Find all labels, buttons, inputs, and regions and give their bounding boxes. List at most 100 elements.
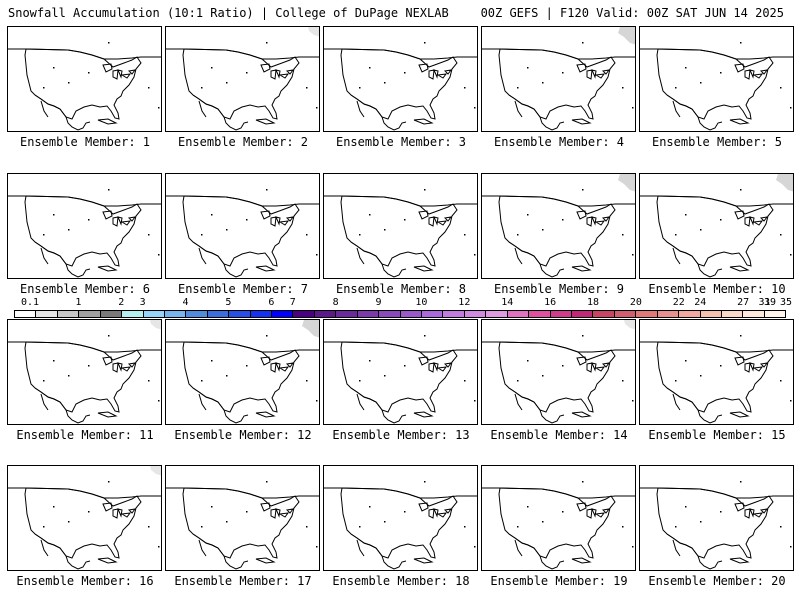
cuba-outline — [255, 411, 276, 418]
cuba-outline — [97, 411, 118, 418]
colorbar-tick-label: 16 — [544, 297, 557, 308]
lake-speck — [622, 234, 624, 236]
lake-speck — [306, 380, 308, 382]
colorbar-segment — [57, 311, 80, 317]
lake-speck — [226, 375, 228, 377]
lake-speck — [464, 87, 466, 89]
border-line — [324, 195, 477, 207]
lake-speck — [685, 214, 687, 216]
basemap-outline — [166, 320, 319, 424]
chart-title: Snowfall Accumulation (10:1 Ratio) | Col… — [8, 6, 449, 20]
lake-speck — [700, 229, 702, 231]
great-lakes — [260, 63, 295, 80]
lake-speck — [622, 380, 624, 382]
lake-speck — [700, 82, 702, 84]
ensemble-member-label: Ensemble Member: 15 — [648, 428, 786, 442]
lake-speck — [266, 481, 268, 483]
lake-speck — [720, 219, 722, 221]
country-outline — [340, 195, 458, 267]
border-line — [324, 341, 477, 353]
lake-speck — [527, 214, 529, 216]
colorbar-segment — [657, 311, 680, 317]
great-lakes — [102, 356, 137, 373]
lake-speck — [474, 546, 476, 548]
great-lakes — [260, 502, 295, 519]
lake-speck — [562, 219, 564, 221]
border-line — [166, 195, 319, 207]
mexico-coast — [350, 387, 407, 424]
lake-speck — [246, 511, 248, 513]
colorbar-tick-label: 3 — [139, 297, 146, 308]
lake-speck — [424, 42, 426, 44]
cuba-outline — [413, 118, 434, 125]
lake-speck — [740, 481, 742, 483]
country-outline — [656, 487, 774, 559]
lake-speck — [517, 234, 519, 236]
valid-time-label: 00Z GEFS | F120 Valid: 00Z SAT JUN 14 20… — [480, 6, 784, 20]
country-outline — [340, 487, 458, 559]
lake-speck — [424, 481, 426, 483]
ensemble-member-map — [7, 319, 162, 425]
country-outline — [24, 341, 142, 413]
border-line — [324, 48, 477, 60]
ensemble-member-map — [639, 26, 794, 132]
lake-speck — [740, 42, 742, 44]
colorbar-segment — [443, 311, 465, 317]
lake-speck — [780, 526, 782, 528]
border-line — [8, 48, 161, 60]
ensemble-member-map — [639, 465, 794, 571]
lake-speck — [43, 234, 45, 236]
basemap-outline — [482, 320, 635, 424]
lake-speck — [53, 214, 55, 216]
lake-speck — [158, 107, 160, 109]
colorbar-segment — [679, 311, 701, 317]
colorbar-tick-label: 8 — [332, 297, 339, 308]
great-lakes — [260, 210, 295, 227]
lake-speck — [582, 481, 584, 483]
lake-speck — [316, 400, 318, 402]
border-line — [166, 48, 319, 60]
colorbar-segment — [229, 311, 251, 317]
colorbar-segment — [186, 311, 208, 317]
border-line — [8, 487, 161, 499]
ensemble-member-map — [7, 465, 162, 571]
cuba-outline — [255, 557, 276, 564]
lake-speck — [266, 335, 268, 337]
colorbar-segment — [550, 311, 572, 317]
cuba-outline — [97, 265, 118, 272]
lake-speck — [740, 189, 742, 191]
lake-speck — [542, 521, 544, 523]
lake-speck — [148, 526, 150, 528]
colorbar-segment — [400, 311, 423, 317]
basemap-outline — [482, 174, 635, 278]
lake-speck — [582, 189, 584, 191]
lake-speck — [675, 234, 677, 236]
cuba-outline — [255, 118, 276, 125]
ensemble-member-map — [481, 319, 636, 425]
lake-speck — [424, 189, 426, 191]
cuba-outline — [729, 557, 750, 564]
lake-speck — [740, 335, 742, 337]
basemap-outline — [8, 320, 161, 424]
basemap-outline — [324, 335, 477, 424]
lake-speck — [424, 335, 426, 337]
snowfall-shading — [618, 174, 635, 192]
colorbar-tick-label: 10 — [415, 297, 428, 308]
ensemble-member-map — [323, 465, 478, 571]
lake-speck — [384, 82, 386, 84]
colorbar-segment — [379, 311, 401, 317]
lake-speck — [464, 234, 466, 236]
ensemble-member-label: Ensemble Member: 12 — [174, 428, 312, 442]
lake-speck — [790, 254, 792, 256]
colorbar-segment — [743, 311, 765, 317]
basemap-outline — [640, 335, 793, 424]
colorbar-tick-label: 0.1 — [20, 297, 40, 308]
snowfall-shading — [308, 27, 319, 37]
basemap-outline — [640, 174, 793, 278]
colorbar-segment — [314, 311, 337, 317]
country-outline — [498, 341, 616, 413]
cuba-outline — [97, 557, 118, 564]
border-line — [482, 195, 635, 207]
lake-speck — [632, 254, 634, 256]
great-lakes — [102, 210, 137, 227]
